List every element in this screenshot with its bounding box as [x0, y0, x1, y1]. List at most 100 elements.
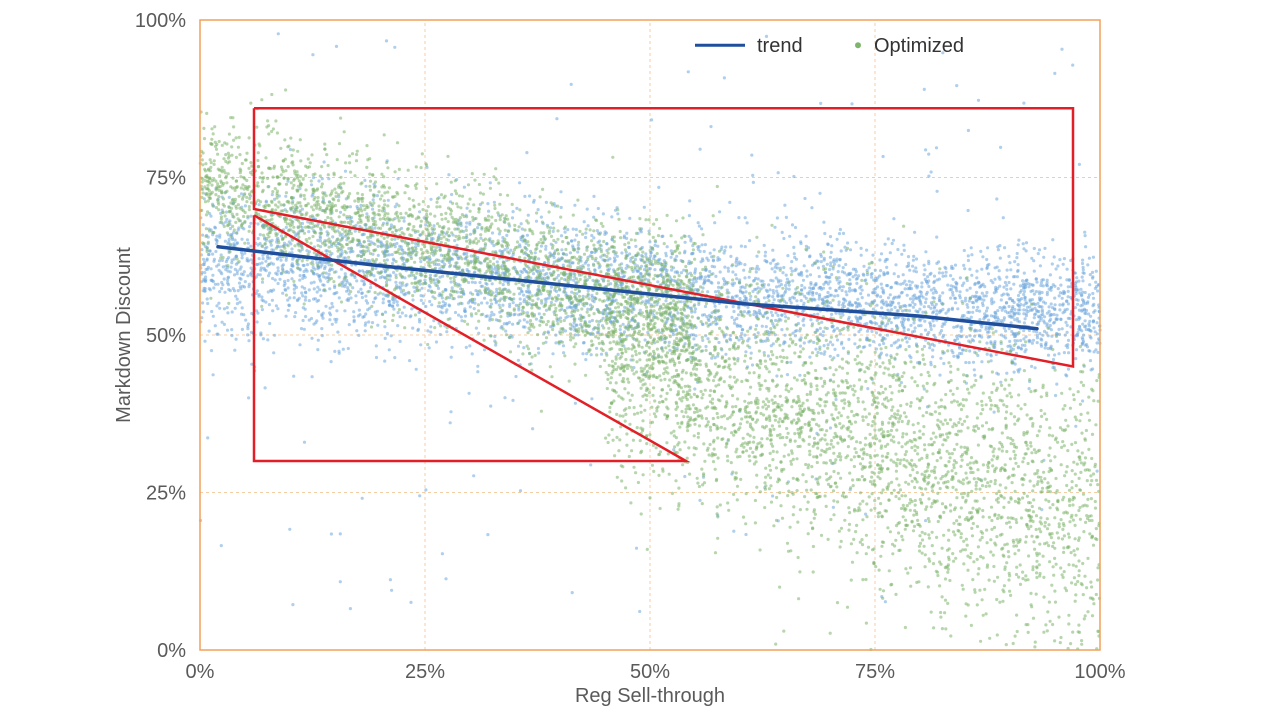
- scatter-point-green: [928, 520, 931, 523]
- scatter-point-blue: [1016, 339, 1019, 342]
- scatter-point-blue: [203, 340, 206, 343]
- scatter-point-blue: [598, 240, 601, 243]
- scatter-point-blue: [1037, 315, 1040, 318]
- scatter-point-blue: [1025, 301, 1028, 304]
- scatter-point-blue: [412, 286, 415, 289]
- scatter-point-blue: [298, 279, 301, 282]
- scatter-point-blue: [333, 350, 336, 353]
- scatter-point-green: [956, 387, 959, 390]
- scatter-point-blue: [575, 228, 578, 231]
- scatter-point-blue: [676, 271, 679, 274]
- scatter-point-blue: [1078, 309, 1081, 312]
- scatter-point-blue: [1088, 350, 1091, 353]
- scatter-point-blue: [966, 289, 969, 292]
- scatter-point-blue: [1055, 314, 1058, 317]
- scatter-point-blue: [982, 299, 985, 302]
- scatter-point-blue: [747, 310, 750, 313]
- scatter-point-blue: [1024, 317, 1027, 320]
- scatter-point-blue: [800, 271, 803, 274]
- scatter-point-blue: [772, 292, 775, 295]
- scatter-point-blue: [1017, 239, 1020, 242]
- scatter-point-blue: [533, 199, 536, 202]
- scatter-point-blue: [340, 268, 343, 271]
- scatter-point-blue: [832, 260, 835, 263]
- scatter-point-blue: [608, 257, 611, 260]
- scatter-point-blue: [904, 305, 907, 308]
- scatter-point-blue: [211, 279, 214, 282]
- scatter-point-green: [769, 469, 772, 472]
- scatter-point-blue: [1081, 259, 1084, 262]
- scatter-point-green: [1042, 596, 1045, 599]
- scatter-point-blue: [553, 256, 556, 259]
- scatter-point-blue: [1028, 387, 1031, 390]
- scatter-point-blue: [940, 329, 943, 332]
- scatter-point-blue: [388, 253, 391, 256]
- scatter-point-blue: [880, 252, 883, 255]
- scatter-point-blue: [1019, 339, 1022, 342]
- scatter-point-blue: [750, 352, 753, 355]
- scatter-point-blue: [742, 269, 745, 272]
- scatter-point-blue: [240, 265, 243, 268]
- scatter-point-blue: [537, 347, 540, 350]
- scatter-point-blue: [791, 296, 794, 299]
- scatter-point-blue: [744, 245, 747, 248]
- scatter-point-blue: [227, 256, 230, 259]
- scatter-point-blue: [894, 306, 897, 309]
- scatter-point-blue: [649, 267, 652, 270]
- scatter-point-blue: [294, 311, 297, 314]
- scatter-point-blue: [427, 289, 430, 292]
- scatter-point-blue: [1057, 287, 1060, 290]
- scatter-point-blue: [1095, 270, 1098, 273]
- scatter-point-blue: [261, 308, 264, 311]
- scatter-point-blue: [997, 248, 1000, 251]
- scatter-point-blue: [375, 356, 378, 359]
- scatter-point-blue: [820, 352, 823, 355]
- scatter-point-blue: [206, 268, 209, 271]
- scatter-point-blue: [927, 285, 930, 288]
- scatter-point-blue: [982, 294, 985, 297]
- scatter-point-green: [403, 326, 406, 329]
- scatter-point-blue: [928, 321, 931, 324]
- scatter-point-blue: [271, 193, 274, 196]
- scatter-point-blue: [317, 339, 320, 342]
- scatter-point-blue: [606, 268, 609, 271]
- scatter-point-blue: [1023, 283, 1026, 286]
- scatter-point-blue: [541, 269, 544, 272]
- scatter-point-green: [1063, 534, 1066, 537]
- scatter-point-blue: [936, 278, 939, 281]
- scatter-point-blue: [829, 256, 832, 259]
- scatter-point-green: [615, 413, 618, 416]
- scatter-point-blue: [230, 328, 233, 331]
- scatter-point-blue: [496, 260, 499, 263]
- scatter-point-blue: [818, 275, 821, 278]
- scatter-point-blue: [275, 304, 278, 307]
- scatter-point-blue: [1094, 348, 1097, 351]
- scatter-point-green: [1077, 509, 1080, 512]
- scatter-point-green: [247, 167, 250, 170]
- scatter-point-blue: [862, 273, 865, 276]
- scatter-point-blue: [786, 254, 789, 257]
- scatter-point-blue: [454, 311, 457, 314]
- scatter-point-blue: [973, 335, 976, 338]
- scatter-point-blue: [1009, 316, 1012, 319]
- scatter-point-blue: [417, 328, 420, 331]
- scatter-point-blue: [388, 303, 391, 306]
- scatter-point-blue: [234, 239, 237, 242]
- scatter-point-blue: [1003, 316, 1006, 319]
- scatter-point-blue: [809, 273, 812, 276]
- scatter-point-blue: [480, 301, 483, 304]
- scatter-point-blue: [1081, 298, 1084, 301]
- scatter-point-green: [602, 326, 605, 329]
- scatter-point-blue: [1081, 276, 1084, 279]
- scatter-point-blue: [1081, 349, 1084, 352]
- scatter-point-blue: [823, 257, 826, 260]
- scatter-point-blue: [376, 194, 379, 197]
- scatter-point-blue: [244, 280, 247, 283]
- scatter-point-blue: [891, 300, 894, 303]
- scatter-point-blue: [954, 286, 957, 289]
- scatter-point-blue: [920, 281, 923, 284]
- scatter-point-blue: [803, 286, 806, 289]
- scatter-point-blue: [550, 286, 553, 289]
- scatter-point-blue: [365, 212, 368, 215]
- scatter-point-blue: [731, 270, 734, 273]
